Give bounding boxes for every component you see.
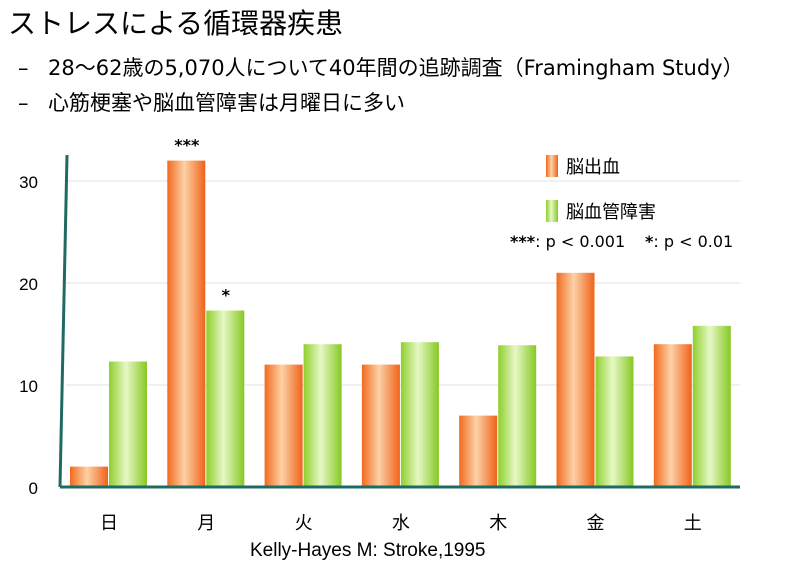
- y-tick-label: 0: [29, 479, 38, 498]
- x-tick-label: 月: [197, 513, 215, 534]
- bar-cerebrovascular: [595, 356, 634, 487]
- x-tick-label: 火: [295, 513, 313, 534]
- slide-title: ストレスによる循環器疾患: [8, 7, 344, 40]
- y-tick-label: 20: [19, 275, 38, 294]
- x-tick-label: 木: [489, 513, 507, 534]
- bars: [70, 160, 731, 487]
- legend-label: 脳出血: [566, 157, 620, 178]
- significance-marks: ****: [174, 136, 230, 305]
- bullet-study: –28〜62歳の5,070人について40年間の追跡調査（Framingham S…: [18, 56, 744, 80]
- significance-legend-item: *: p < 0.01: [645, 232, 733, 251]
- bar-cerebrovascular: [400, 342, 439, 487]
- bar-cerebrovascular: [498, 345, 537, 487]
- axes: [58, 154, 740, 489]
- legend-label: 脳血管障害: [566, 202, 656, 223]
- bullet-finding: – 心筋梗塞や脳血管障害は月曜日に多い: [18, 91, 405, 115]
- bullet-study-text: 28〜62歳の5,070人について40年間の追跡調査（Framingham St…: [48, 56, 744, 80]
- x-tick-label: 土: [684, 513, 702, 534]
- bar-cerebrovascular: [303, 344, 342, 487]
- y-tick-label: 10: [19, 377, 38, 396]
- bar-hemorrhage: [264, 364, 303, 487]
- y-axis: [58, 154, 69, 488]
- x-tick-label: 水: [392, 513, 410, 534]
- bar-hemorrhage: [459, 415, 498, 487]
- significance-mark: ***: [174, 136, 200, 155]
- bar-hemorrhage: [556, 272, 595, 487]
- significance-legend-item: ***: p < 0.001: [510, 232, 625, 251]
- significance-mark: *: [222, 286, 231, 305]
- source-citation: Kelly-Hayes M: Stroke,1995: [250, 540, 486, 561]
- bullet-finding-text: 心筋梗塞や脳血管障害は月曜日に多い: [48, 91, 405, 115]
- bar-hemorrhage: [653, 344, 692, 487]
- bar-cerebrovascular: [206, 310, 245, 487]
- tick-labels: 0 10 20 30 日 月 火 水 木 金 土: [19, 173, 702, 534]
- bar-cerebrovascular: [692, 325, 731, 487]
- x-tick-label: 金: [587, 513, 605, 534]
- bar-hemorrhage: [167, 160, 206, 487]
- bar-cerebrovascular: [109, 361, 147, 487]
- bar-hemorrhage: [70, 466, 108, 487]
- legend-swatch: [546, 155, 558, 177]
- legend-swatch: [546, 200, 558, 222]
- bar-hemorrhage: [361, 364, 400, 487]
- y-tick-label: 30: [19, 173, 38, 192]
- x-tick-label: 日: [100, 513, 118, 534]
